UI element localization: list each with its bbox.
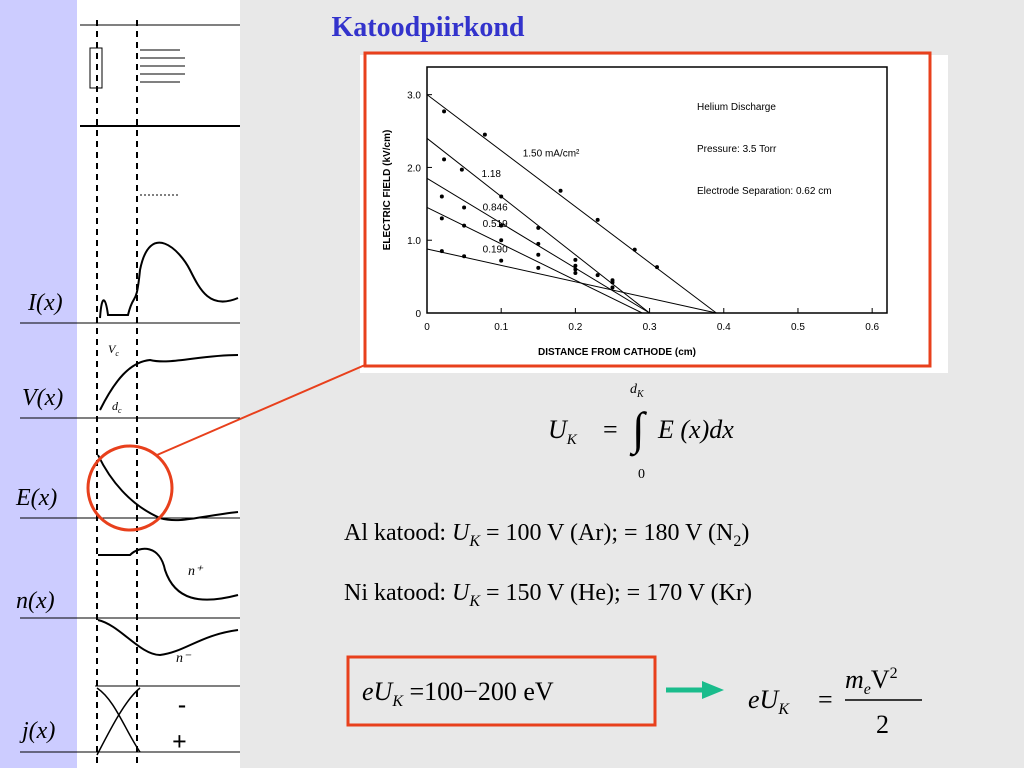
annotation: Pressure: 3.5 Torr bbox=[697, 144, 777, 155]
boxed-eq: eUK =100−200 eV bbox=[362, 677, 554, 710]
line-al: Al katood: UK = 100 V (Ar); = 180 V (N2) bbox=[344, 520, 749, 550]
point bbox=[655, 265, 659, 270]
chart-bg bbox=[360, 55, 948, 373]
x-tick-label: 0.3 bbox=[643, 322, 657, 333]
y-tick-label: 3.0 bbox=[407, 91, 421, 102]
energy-eq: = bbox=[818, 685, 833, 714]
point bbox=[573, 270, 578, 275]
point bbox=[595, 217, 600, 222]
energy-num: meV2 bbox=[845, 665, 898, 698]
vc-label: Vc bbox=[108, 342, 119, 358]
point bbox=[462, 205, 467, 210]
point bbox=[573, 257, 578, 262]
y-tick-label: 2.0 bbox=[407, 163, 421, 174]
point bbox=[462, 223, 467, 228]
annotation: Helium Discharge bbox=[697, 102, 776, 113]
side-label: V(x) bbox=[22, 385, 63, 411]
point bbox=[442, 109, 447, 114]
x-tick-label: 0.2 bbox=[568, 322, 582, 333]
energy-den: 2 bbox=[876, 710, 889, 739]
x-axis-label: DISTANCE FROM CATHODE (cm) bbox=[538, 347, 696, 358]
x-tick-label: 0 bbox=[424, 322, 430, 333]
y-axis-label: ELECTRIC FIELD (kV/cm) bbox=[382, 130, 393, 251]
side-label: I(x) bbox=[27, 290, 63, 316]
point bbox=[499, 194, 504, 199]
sketch-area bbox=[77, 0, 240, 768]
point bbox=[442, 157, 447, 162]
n-minus: n⁻ bbox=[176, 651, 192, 666]
annotation: Electrode Separation: 0.62 cm bbox=[697, 186, 832, 197]
y-tick-label: 0 bbox=[415, 309, 421, 320]
side-label: j(x) bbox=[19, 718, 55, 744]
box bbox=[346, 655, 657, 727]
y-tick-label: 1.0 bbox=[407, 236, 421, 247]
highlight-circle bbox=[86, 444, 174, 532]
point bbox=[439, 249, 444, 254]
point bbox=[573, 263, 578, 268]
side-label: n(x) bbox=[16, 588, 55, 614]
n-plus: n⁺ bbox=[188, 564, 204, 579]
point bbox=[536, 225, 541, 230]
integral: UK bbox=[548, 415, 578, 448]
series-label: 0.519 bbox=[483, 219, 508, 230]
plot: 0 0.1 0.2 0.3 0.4 0.5 0.6 0 1.0 2.0 3.0 DISTANCE FR… bbox=[382, 66, 888, 358]
point bbox=[558, 188, 563, 193]
point bbox=[439, 216, 444, 221]
series-label: 1.50 mA/cm² bbox=[523, 149, 580, 160]
point bbox=[610, 285, 615, 290]
connector bbox=[156, 364, 366, 456]
point bbox=[632, 247, 637, 252]
point bbox=[573, 267, 578, 272]
fit-line bbox=[426, 248, 717, 314]
integral-sign: ∫ bbox=[629, 403, 647, 457]
x-tick-label: 0.6 bbox=[865, 322, 879, 333]
dc-label: dc bbox=[112, 399, 122, 415]
energy-lhs: eUK bbox=[748, 685, 790, 718]
point bbox=[499, 223, 504, 228]
integral-upper: dK bbox=[630, 382, 645, 400]
point bbox=[536, 252, 541, 257]
plus: + bbox=[172, 727, 187, 756]
x-tick-label: 0.5 bbox=[791, 322, 805, 333]
point bbox=[482, 132, 487, 137]
series-label: 0.190 bbox=[483, 244, 508, 255]
line-ni: Ni katood: UK = 150 V (He); = 170 V (Kr) bbox=[344, 580, 752, 610]
point bbox=[536, 241, 541, 246]
plot-frame bbox=[426, 66, 888, 314]
point bbox=[610, 278, 615, 283]
minus: - bbox=[178, 692, 186, 718]
side-band bbox=[0, 0, 77, 768]
point bbox=[439, 194, 444, 199]
x-tick-label: 0.4 bbox=[717, 322, 731, 333]
slide-title: Katoodpiirkond bbox=[332, 12, 525, 43]
point bbox=[595, 273, 600, 278]
integral-lower: 0 bbox=[638, 467, 645, 482]
fit-line bbox=[426, 94, 717, 314]
point bbox=[459, 167, 464, 172]
series-label: 0.846 bbox=[483, 203, 508, 214]
series-label: 1.18 bbox=[482, 169, 502, 180]
side-label: E(x) bbox=[15, 485, 57, 511]
chart-frame bbox=[363, 51, 932, 368]
point bbox=[462, 254, 467, 259]
point bbox=[499, 238, 504, 243]
x-tick-label: 0.1 bbox=[494, 322, 508, 333]
point bbox=[499, 258, 504, 263]
arrow-head bbox=[702, 681, 724, 699]
integral-body: E (x)dx bbox=[657, 415, 734, 444]
integral-eq: = bbox=[603, 415, 618, 444]
point bbox=[536, 265, 541, 270]
